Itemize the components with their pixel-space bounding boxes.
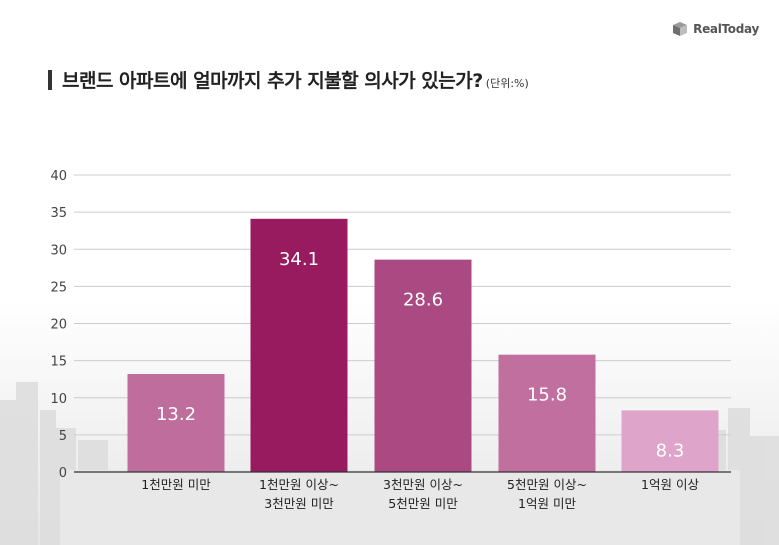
y-tick-label: 35 [50, 206, 67, 221]
y-tick-label: 0 [59, 466, 67, 481]
bar [250, 218, 348, 472]
bar-value-label: 34.1 [279, 249, 319, 270]
y-tick-label: 25 [50, 280, 67, 295]
y-tick-label: 5 [59, 429, 67, 444]
cube-logo-icon [673, 22, 688, 36]
bar-value-label: 28.6 [403, 290, 443, 311]
y-tick-label: 20 [50, 318, 67, 333]
x-tick-label: 5천만원 미만 [388, 496, 458, 511]
bar [374, 259, 472, 472]
y-tick-label: 15 [50, 355, 67, 370]
x-tick-label: 1천만원 미만 [141, 477, 211, 492]
bar-value-label: 13.2 [156, 404, 196, 425]
title-text: 브랜드 아파트에 얼마까지 추가 지불할 의사가 있는가? [62, 70, 483, 92]
x-tick-label: 3천만원 이상~ [383, 477, 463, 492]
y-tick-label: 10 [50, 392, 67, 407]
x-tick-label: 1억원 미만 [518, 496, 576, 511]
bar [498, 354, 596, 472]
x-tick-label: 1억원 이상 [641, 477, 699, 492]
y-tick-label: 30 [50, 243, 67, 258]
brand-name: RealToday [693, 22, 759, 36]
x-tick-label: 5천만원 이상~ [507, 477, 587, 492]
y-tick-label: 40 [50, 169, 67, 184]
title-accent-bar [48, 69, 52, 90]
chart-title: 브랜드 아파트에 얼마까지 추가 지불할 의사가 있는가? (단위:%) [48, 66, 529, 93]
x-tick-label: 3천만원 미만 [264, 496, 334, 511]
bar-value-label: 8.3 [656, 440, 685, 461]
bar [127, 373, 225, 472]
bar-value-label: 15.8 [527, 385, 567, 406]
x-tick-label: 1천만원 이상~ [259, 477, 339, 492]
bar [621, 410, 719, 472]
title-unit: (단위:%) [485, 77, 529, 90]
brand-logo: RealToday [671, 20, 759, 38]
